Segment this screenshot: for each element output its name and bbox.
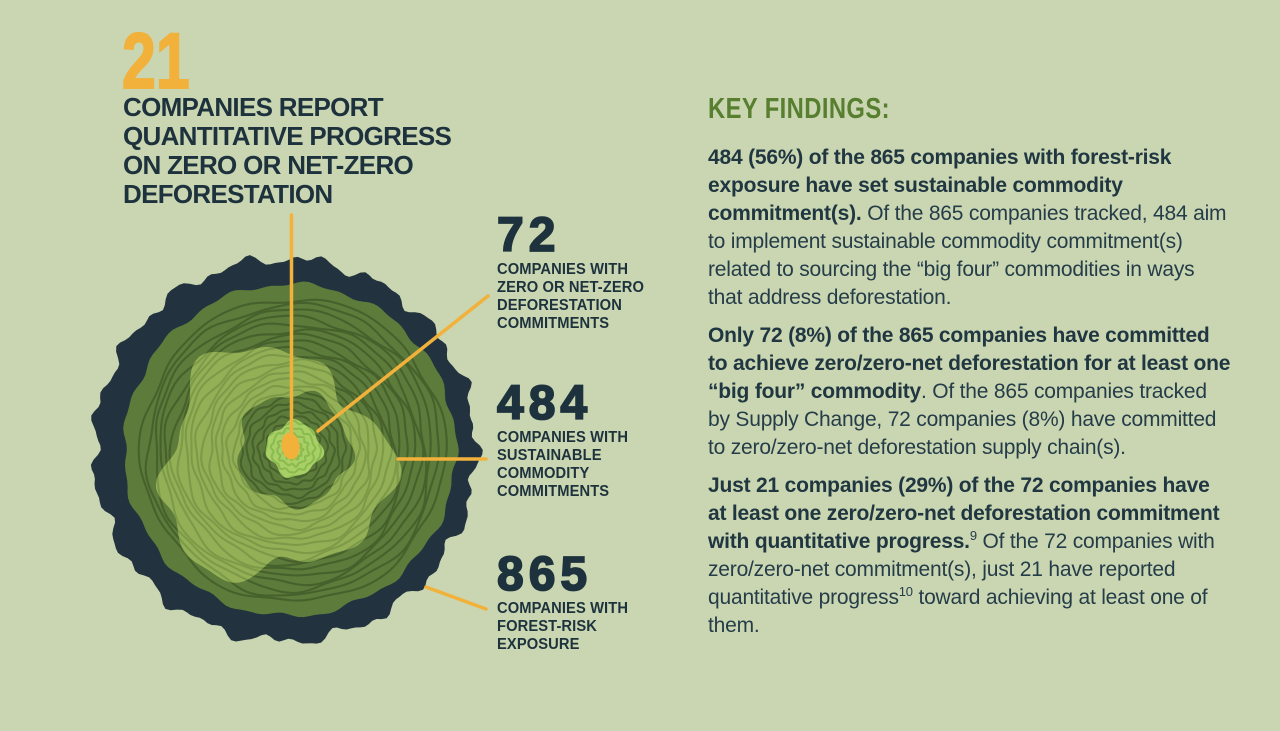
callout-leader-line: [316, 294, 490, 433]
callout-865-value: 865: [496, 548, 593, 601]
paragraph-text: Of the 865 companies tracked, 484 aim to…: [708, 202, 1227, 309]
headline-line: ON ZERO OR NET-ZERO: [123, 150, 414, 180]
pith-marker: [281, 432, 300, 460]
footnote-marker-9: 9: [969, 528, 977, 543]
footnote-marker-10: 10: [898, 584, 913, 599]
key-findings-title: KEY FINDINGS:: [708, 93, 890, 125]
callout-label-line: COMPANIES WITH: [497, 428, 629, 446]
paragraph-bold-lead: Just 21 companies (29%) of the 72 compan…: [708, 474, 1220, 553]
callout-865-label: COMPANIES WITH FOREST-RISK EXPOSURE: [497, 600, 628, 654]
key-finding-paragraph-3: Just 21 companies (29%) of the 72 compan…: [708, 472, 1232, 640]
key-findings-section: 484 (56%) of the 865 companies with fore…: [708, 144, 1232, 650]
paragraph-text: Of the 72 companies with zero/zero-net c…: [708, 530, 1215, 609]
paragraph-bold-lead: 484 (56%) of the 865 companies with fore…: [708, 146, 1172, 225]
callout-label-line: COMMODITY: [497, 464, 590, 482]
callout-484-label: COMPANIES WITH SUSTAINABLE COMMODITY COM…: [497, 429, 628, 501]
callout-72-label: COMPANIES WITH ZERO OR NET-ZERO DEFOREST…: [497, 261, 644, 333]
callout-label-line: ZERO OR NET-ZERO: [497, 278, 645, 296]
callout-label-line: COMPANIES WITH: [497, 599, 629, 617]
headline-line: COMPANIES REPORT: [123, 92, 384, 122]
headline-line: QUANTITATIVE PROGRESS: [123, 121, 452, 151]
paragraph-bold-lead: Only 72 (8%) of the 865 companies have c…: [708, 324, 1231, 403]
paragraph-text: . Of the 865 companies tracked by Supply…: [708, 380, 1217, 459]
callout-484-value: 484: [496, 377, 593, 430]
callout-label-line: DEFORESTATION: [497, 296, 622, 314]
callout-label-line: COMMITMENTS: [497, 482, 610, 500]
callout-865: 865 COMPANIES WITH FOREST-RISK EXPOSURE: [496, 548, 639, 654]
callout-leader-line: [424, 585, 488, 611]
callout-label-line: COMPANIES WITH: [497, 260, 629, 278]
headline-line: DEFORESTATION: [123, 179, 333, 209]
key-finding-paragraph-2: Only 72 (8%) of the 865 companies have c…: [708, 322, 1232, 462]
headline-text: COMPANIES REPORT QUANTITATIVE PROGRESS O…: [123, 93, 563, 209]
headline-number-21: 21: [121, 16, 190, 105]
callout-label-line: EXPOSURE: [497, 635, 580, 653]
paragraph-text: toward achieving at least one of them.: [708, 586, 1208, 637]
callout-label-line: FOREST-RISK: [497, 617, 597, 635]
callout-72-value: 72: [496, 209, 561, 262]
callout-label-line: COMMITMENTS: [497, 314, 610, 332]
callout-72: 72 COMPANIES WITH ZERO OR NET-ZERO DEFOR…: [496, 209, 657, 333]
key-finding-paragraph-1: 484 (56%) of the 865 companies with fore…: [708, 144, 1232, 312]
callout-label-line: SUSTAINABLE: [497, 446, 602, 464]
callout-484: 484 COMPANIES WITH SUSTAINABLE COMMODITY…: [496, 377, 639, 501]
